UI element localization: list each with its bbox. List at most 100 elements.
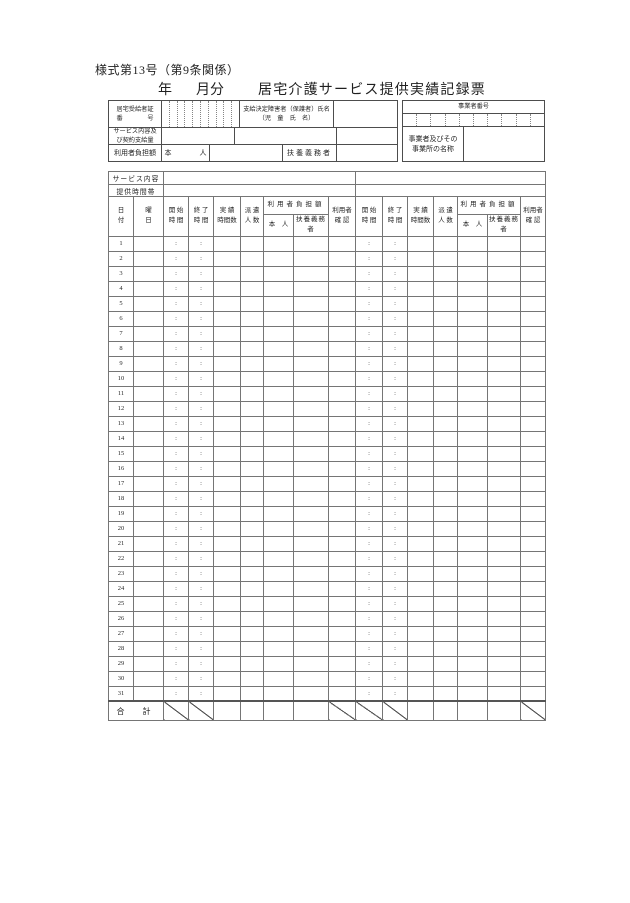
user-confirm-cell [327, 625, 357, 642]
staff-count-cell [240, 475, 264, 492]
staff-count-cell [240, 460, 264, 477]
table-row: 19:::: [108, 505, 547, 522]
user-confirm-cell [327, 580, 357, 597]
user-confirm-cell [327, 505, 357, 522]
col-header-self: 本 人 [263, 214, 294, 237]
start-time-cell: : [163, 640, 189, 657]
staff-count-cell [240, 265, 264, 282]
weekday-cell [133, 550, 164, 567]
digit-box [416, 114, 430, 126]
digit-box [168, 101, 177, 127]
self-charge-cell [263, 655, 294, 672]
form-note: 様式第13号（第9条関係） [95, 63, 240, 77]
self-charge-cell-2 [457, 310, 489, 327]
dependent-charge-cell [293, 520, 329, 537]
end-time-cell: : [188, 370, 214, 387]
page-title: 居宅介護サービス提供実績記録票 [258, 83, 486, 98]
staff-count-cell [240, 595, 264, 612]
table-row: 27:::: [108, 625, 547, 642]
start-time-cell: : [163, 595, 189, 612]
end-time-cell-2: : [382, 355, 409, 372]
staff-count-cell-2 [433, 595, 459, 612]
time-slot-field-right [355, 184, 547, 197]
staff-count-cell [240, 370, 264, 387]
end-time-cell-2: : [382, 310, 409, 327]
header-row-user-charge: 利用者負担額 本 人 扶養義務者 [109, 144, 397, 161]
date-cell: 22 [108, 550, 134, 567]
user-confirm-cell-2 [520, 355, 547, 372]
dependent-charge-cell-2 [487, 370, 522, 387]
end-time-cell-2: : [382, 475, 409, 492]
start-time-cell-2: : [355, 355, 384, 372]
month-label: 月分 [196, 83, 224, 98]
actual-hours-cell [213, 640, 241, 657]
self-charge-cell [263, 355, 294, 372]
dependent-charge-cell-2 [487, 265, 522, 282]
user-confirm-cell-2 [520, 505, 547, 522]
start-time-cell-2: : [355, 535, 384, 552]
table-row: 10:::: [108, 370, 547, 387]
end-time-cell-2: : [382, 670, 409, 687]
actual-hours-cell-2 [407, 310, 435, 327]
dependent-charge-cell-2 [487, 670, 522, 687]
date-cell: 21 [108, 535, 134, 552]
user-confirm-cell [327, 595, 357, 612]
user-confirm-cell [327, 475, 357, 492]
staff-count-cell-2 [433, 505, 459, 522]
weekday-cell [133, 355, 164, 372]
start-time-cell-2: : [355, 430, 384, 447]
staff-count-cell-2 [433, 685, 459, 702]
digit-box [162, 101, 169, 127]
dependent-charge-cell-2 [487, 505, 522, 522]
actual-hours-cell-2 [407, 340, 435, 357]
total-self-charge-2 [457, 700, 489, 721]
time-slot-field-left [162, 184, 357, 197]
dependent-charge-cell [293, 685, 329, 702]
date-cell: 26 [108, 610, 134, 627]
dependent-charge-cell [293, 550, 329, 567]
col-header-start-time: 開 始 時 間 [163, 196, 189, 237]
start-time-cell: : [163, 430, 189, 447]
self-charge-cell [263, 595, 294, 612]
start-time-cell-2: : [355, 625, 384, 642]
end-time-cell-2: : [382, 235, 409, 252]
staff-count-cell-2 [433, 490, 459, 507]
user-confirm-cell [327, 655, 357, 672]
user-confirm-cell-2 [520, 685, 547, 702]
date-cell: 3 [108, 265, 134, 282]
self-charge-cell-2 [457, 325, 489, 342]
self-charge-cell-2 [457, 550, 489, 567]
self-charge-cell-2 [457, 295, 489, 312]
weekday-cell [133, 685, 164, 702]
user-confirm-cell-2 [520, 400, 547, 417]
self-charge-cell-2 [457, 355, 489, 372]
actual-hours-cell [213, 250, 241, 267]
self-charge-cell [263, 520, 294, 537]
staff-count-cell [240, 355, 264, 372]
user-confirm-cell [327, 370, 357, 387]
digit-box [200, 101, 208, 127]
table-row: 18:::: [108, 490, 547, 507]
self-charge-cell-2 [457, 610, 489, 627]
table-row: 4:::: [108, 280, 547, 297]
self-charge-cell [263, 265, 294, 282]
self-charge-cell [263, 565, 294, 582]
actual-hours-cell-2 [407, 415, 435, 432]
self-charge-cell-2 [457, 625, 489, 642]
staff-count-cell [240, 325, 264, 342]
date-cell: 9 [108, 355, 134, 372]
provider-number-boxes [403, 113, 544, 126]
dependent-charge-cell [293, 475, 329, 492]
user-confirm-cell [327, 235, 357, 252]
self-charge-cell-2 [457, 385, 489, 402]
self-charge-cell [263, 460, 294, 477]
date-cell: 5 [108, 295, 134, 312]
start-time-cell-2: : [355, 640, 384, 657]
digit-box [529, 114, 544, 126]
end-time-cell-2: : [382, 415, 409, 432]
date-cell: 23 [108, 565, 134, 582]
end-time-cell: : [188, 280, 214, 297]
end-time-cell-2: : [382, 490, 409, 507]
user-confirm-cell [327, 250, 357, 267]
